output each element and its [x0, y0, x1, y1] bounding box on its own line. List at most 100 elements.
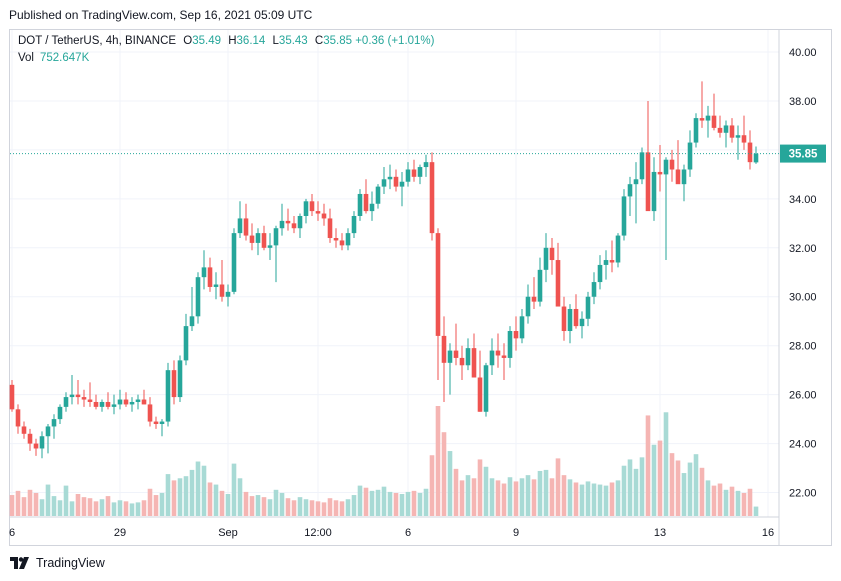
volume-bar	[375, 489, 381, 516]
volume-bar	[459, 480, 465, 516]
volume-bar	[609, 482, 615, 516]
candle-body	[135, 399, 141, 402]
candle-body	[153, 421, 159, 425]
volume-bar	[267, 499, 273, 516]
candle-body	[351, 215, 357, 234]
volume-bar	[39, 499, 45, 516]
candle-body	[165, 370, 171, 422]
volume-bar	[255, 495, 261, 516]
volume-bar	[135, 502, 141, 516]
volume-bar	[387, 491, 393, 516]
volume-bar	[33, 492, 39, 516]
candle-body	[495, 350, 501, 356]
y-tick-label: 34.00	[789, 194, 817, 206]
footer-brand[interactable]: TradingView	[10, 556, 105, 570]
volume-bar	[675, 460, 681, 516]
volume-bar	[93, 501, 99, 516]
candle-body	[273, 228, 279, 246]
volume-bar	[657, 440, 663, 516]
candle-body	[429, 162, 435, 234]
candle-body	[171, 370, 177, 398]
candle-body	[159, 421, 165, 425]
candle-body	[369, 203, 375, 212]
volume-bar	[615, 480, 621, 516]
volume-bar	[273, 489, 279, 516]
volume-bar	[453, 468, 459, 516]
volume-bar	[279, 492, 285, 516]
volume-bar	[147, 488, 153, 516]
candle-body	[567, 308, 573, 332]
candle-body	[267, 245, 273, 248]
candle-body	[195, 277, 201, 317]
candle-body	[519, 316, 525, 339]
volume-bar	[585, 481, 591, 516]
y-tick-label: 30.00	[789, 292, 817, 304]
volume-bar	[591, 483, 597, 516]
close-label: C	[314, 35, 324, 47]
volume-bar	[561, 475, 567, 516]
candle-body	[75, 394, 81, 398]
candle-body	[129, 401, 135, 405]
volume-bar	[699, 467, 705, 516]
x-tick-label: 6	[405, 527, 411, 539]
candle-body	[639, 152, 645, 180]
change-value: +0.36 (+1.01%)	[355, 35, 435, 47]
volume-bar	[339, 501, 345, 516]
candle-body	[261, 233, 267, 248]
candle-body	[657, 171, 663, 175]
volume-bar	[663, 412, 669, 516]
volume-bar	[249, 496, 255, 516]
volume-bar	[531, 479, 537, 516]
candle-body	[291, 223, 297, 229]
candle-body	[219, 284, 225, 297]
volume-bar	[519, 478, 525, 516]
last-price-badge	[780, 144, 826, 163]
tradingview-logo-icon	[10, 557, 29, 569]
volume-bar	[27, 489, 33, 516]
candle-body	[471, 348, 477, 378]
volume-bar	[333, 500, 339, 516]
candle-body	[741, 135, 747, 143]
close-value: 35.85	[323, 35, 352, 47]
volume-bar	[153, 495, 159, 516]
candle-body	[603, 260, 609, 265]
candle-body	[321, 213, 327, 219]
volume-bar	[411, 490, 417, 516]
x-tick-label: 9	[513, 527, 519, 539]
volume-bar	[183, 476, 189, 516]
volume-bar	[717, 483, 723, 516]
published-info: Published on TradingView.com, Sep 16, 20…	[9, 8, 313, 22]
chart-frame[interactable]	[9, 29, 832, 546]
volume-bar	[417, 492, 423, 516]
candle-body	[15, 409, 21, 427]
x-tick-label: 6	[9, 527, 15, 539]
candle-body	[297, 215, 303, 229]
volume-bar	[525, 475, 531, 516]
candle-body	[303, 201, 309, 216]
candle-body	[411, 169, 417, 177]
candle-body	[399, 181, 405, 187]
candle-body	[531, 296, 537, 302]
volume-bar	[507, 477, 513, 516]
candle-body	[585, 296, 591, 319]
volume-bar	[651, 444, 657, 516]
volume-bar	[621, 465, 627, 516]
volume-bar	[495, 480, 501, 516]
candle-body	[249, 235, 255, 243]
volume-bar	[573, 482, 579, 516]
candle-body	[225, 291, 231, 297]
candle-body	[681, 169, 687, 185]
volume-bar	[405, 491, 411, 516]
volume-bar	[237, 478, 243, 516]
volume-legend: Vol 752.647K	[18, 52, 89, 64]
candle-body	[405, 169, 411, 182]
volume-bar	[723, 489, 729, 516]
low-value: 35.43	[278, 35, 308, 47]
candle-body	[633, 179, 639, 185]
volume-bar	[441, 432, 447, 516]
candle-body	[21, 426, 27, 434]
symbol-label[interactable]: DOT / TetherUS, 4h, BINANCE	[18, 35, 177, 47]
candle-body	[489, 350, 495, 366]
candle-body	[753, 153, 759, 163]
